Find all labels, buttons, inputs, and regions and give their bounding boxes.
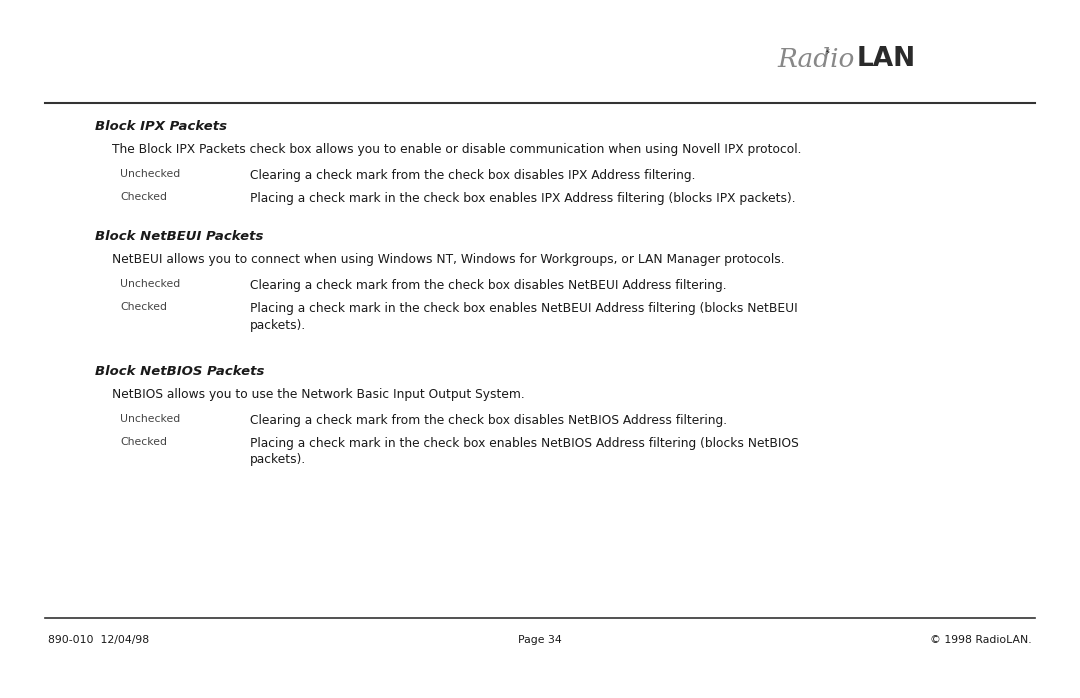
Text: Checked: Checked	[120, 192, 167, 202]
Text: Page 34: Page 34	[518, 635, 562, 645]
Text: ⚡: ⚡	[824, 47, 829, 56]
Text: Placing a check mark in the check box enables NetBEUI Address filtering (blocks : Placing a check mark in the check box en…	[249, 302, 798, 332]
Text: NetBEUI allows you to connect when using Windows NT, Windows for Workgroups, or : NetBEUI allows you to connect when using…	[112, 253, 785, 266]
Text: Unchecked: Unchecked	[120, 169, 180, 179]
Text: © 1998 RadioLAN.: © 1998 RadioLAN.	[930, 635, 1032, 645]
Text: Block NetBEUI Packets: Block NetBEUI Packets	[95, 230, 264, 243]
Text: Checked: Checked	[120, 302, 167, 312]
Text: NetBIOS allows you to use the Network Basic Input Output System.: NetBIOS allows you to use the Network Ba…	[112, 388, 525, 401]
Text: Clearing a check mark from the check box disables NetBIOS Address filtering.: Clearing a check mark from the check box…	[249, 414, 727, 427]
Text: Radio: Radio	[778, 47, 855, 72]
Text: Placing a check mark in the check box enables IPX Address filtering (blocks IPX : Placing a check mark in the check box en…	[249, 192, 796, 205]
Text: Block IPX Packets: Block IPX Packets	[95, 120, 227, 133]
Text: LAN: LAN	[856, 46, 916, 72]
Text: Placing a check mark in the check box enables NetBIOS Address filtering (blocks : Placing a check mark in the check box en…	[249, 437, 799, 466]
Text: Checked: Checked	[120, 437, 167, 447]
Text: Block NetBIOS Packets: Block NetBIOS Packets	[95, 365, 265, 378]
Text: Unchecked: Unchecked	[120, 279, 180, 289]
Text: 890-010  12/04/98: 890-010 12/04/98	[48, 635, 149, 645]
Text: Unchecked: Unchecked	[120, 414, 180, 424]
Text: Clearing a check mark from the check box disables IPX Address filtering.: Clearing a check mark from the check box…	[249, 169, 696, 182]
Text: Clearing a check mark from the check box disables NetBEUI Address filtering.: Clearing a check mark from the check box…	[249, 279, 727, 292]
Text: The Block IPX Packets check box allows you to enable or disable communication wh: The Block IPX Packets check box allows y…	[112, 143, 801, 156]
